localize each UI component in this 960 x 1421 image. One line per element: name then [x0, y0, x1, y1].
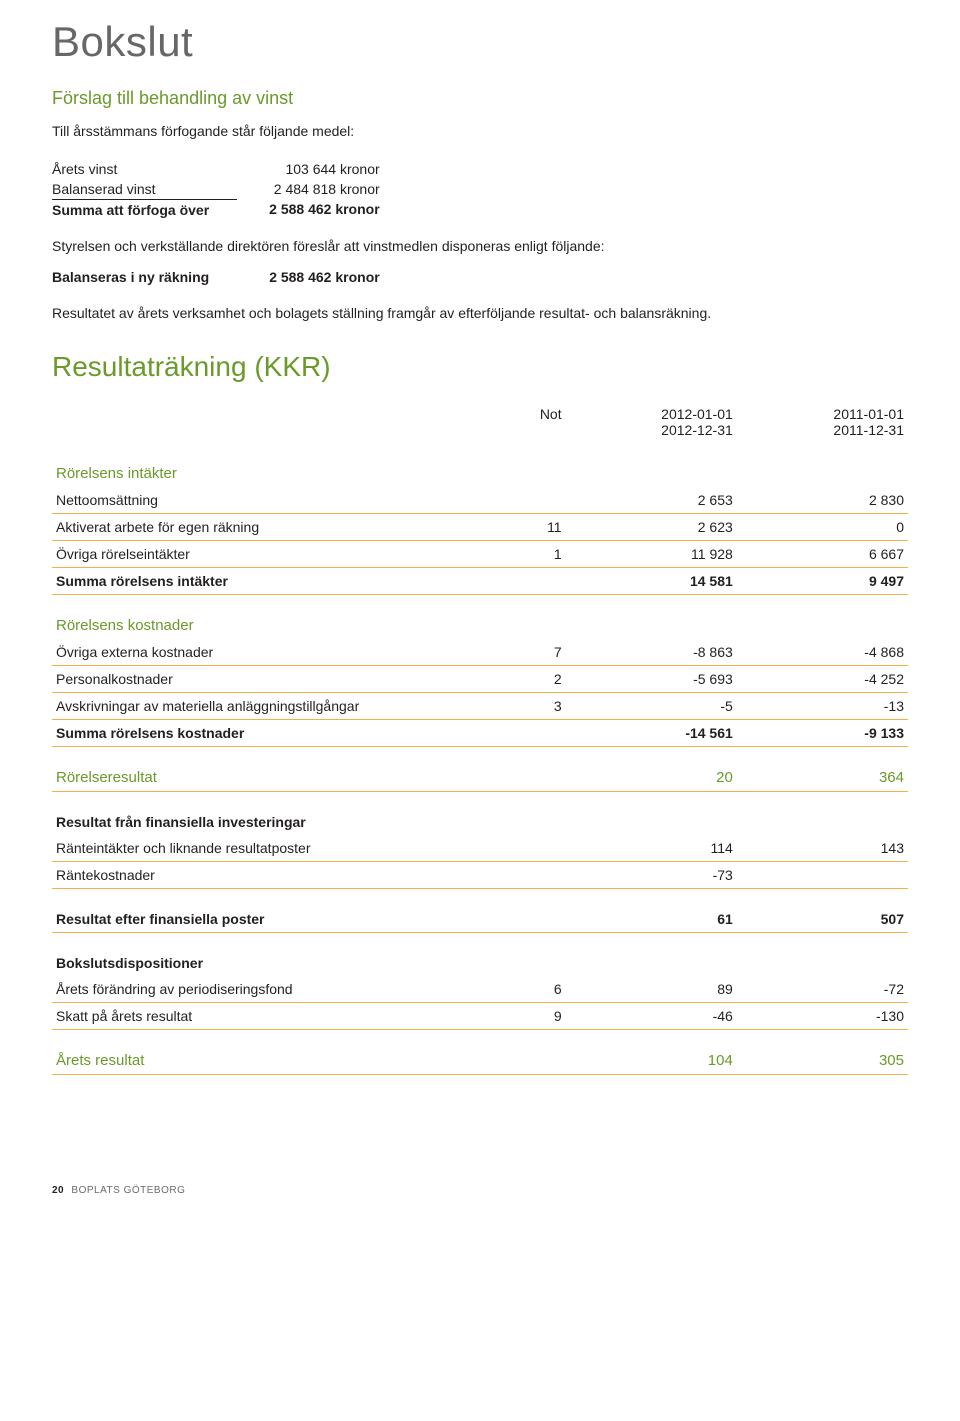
alloc-sum-label: Summa att förfoga över: [52, 199, 237, 220]
row-val-b: [737, 862, 908, 889]
row-val-a: 89: [566, 976, 737, 1003]
row-not: 9: [480, 1003, 566, 1030]
row-val-b: 6 667: [737, 541, 908, 568]
row-val-a: -73: [566, 862, 737, 889]
row-not: [480, 487, 566, 514]
col-period1-bot: 2012-12-31: [566, 422, 737, 443]
col-period2-bot: 2011-12-31: [737, 422, 908, 443]
after-fin-a: 61: [566, 889, 737, 933]
row-not: 6: [480, 976, 566, 1003]
alloc-value: 2 484 818 kronor: [237, 179, 380, 200]
operating-result-label: Rörelseresultat: [52, 747, 480, 792]
body-text-1: Styrelsen och verkställande direktören f…: [52, 236, 908, 258]
row-label: Personalkostnader: [52, 666, 480, 693]
sum-val-a: 14 581: [566, 568, 737, 595]
col-period1-top: 2012-01-01: [566, 401, 737, 422]
row-val-a: -46: [566, 1003, 737, 1030]
row-label: Övriga externa kostnader: [52, 639, 480, 666]
row-label: Aktiverat arbete för egen räkning: [52, 514, 480, 541]
row-label: Räntekostnader: [52, 862, 480, 889]
year-result-b: 305: [737, 1030, 908, 1075]
alloc-label: Balanserad vinst: [52, 179, 237, 200]
sum-label: Summa rörelsens intäkter: [52, 568, 480, 595]
row-label: Ränteintäkter och liknande resultatposte…: [52, 835, 480, 862]
row-val-a: -8 863: [566, 639, 737, 666]
row-label: Skatt på årets resultat: [52, 1003, 480, 1030]
row-val-a: 2 653: [566, 487, 737, 514]
proposal-subhead: Förslag till behandling av vinst: [52, 88, 908, 109]
row-not: 7: [480, 639, 566, 666]
page-number: 20: [52, 1185, 64, 1196]
financial-heading: Resultat från finansiella investeringar: [52, 792, 908, 836]
income-statement-table: Not 2012-01-01 2011-01-01 2012-12-31 201…: [52, 401, 908, 1075]
alloc-sum-value: 2 588 462 kronor: [237, 199, 380, 220]
row-val-b: 0: [737, 514, 908, 541]
row-val-a: -5 693: [566, 666, 737, 693]
operating-result-b: 364: [737, 747, 908, 792]
row-val-b: -4 252: [737, 666, 908, 693]
row-val-a: 2 623: [566, 514, 737, 541]
page-title: Bokslut: [52, 18, 908, 66]
row-val-b: 143: [737, 835, 908, 862]
row-val-a: -5: [566, 693, 737, 720]
row-not: 11: [480, 514, 566, 541]
row-val-a: 11 928: [566, 541, 737, 568]
balance-label: Balanseras i ny räkning: [52, 267, 237, 287]
income-heading: Rörelsens intäkter: [52, 443, 908, 487]
sum-val-b: 9 497: [737, 568, 908, 595]
col-not-header: Not: [480, 401, 566, 422]
footer-text: BOPLATS GÖTEBORG: [71, 1185, 185, 1196]
after-fin-label: Resultat efter finansiella poster: [52, 889, 480, 933]
sum-label: Summa rörelsens kostnader: [52, 720, 480, 747]
row-label: Övriga rörelseintäkter: [52, 541, 480, 568]
sum-val-a: -14 561: [566, 720, 737, 747]
year-result-label: Årets resultat: [52, 1030, 480, 1075]
after-fin-b: 507: [737, 889, 908, 933]
dispositions-heading: Bokslutsdispositioner: [52, 933, 908, 977]
alloc-label: Årets vinst: [52, 159, 237, 179]
row-label: Nettoomsättning: [52, 487, 480, 514]
operating-result-a: 20: [566, 747, 737, 792]
balance-value: 2 588 462 kronor: [237, 267, 380, 287]
body-text-2: Resultatet av årets verksamhet och bolag…: [52, 303, 908, 325]
row-not: 1: [480, 541, 566, 568]
row-label: Årets förändring av periodiseringsfond: [52, 976, 480, 1003]
income-statement-title: Resultaträkning (KKR): [52, 351, 908, 383]
alloc-value: 103 644 kronor: [237, 159, 380, 179]
balance-line: Balanseras i ny räkning 2 588 462 kronor: [52, 267, 380, 287]
row-val-b: -4 868: [737, 639, 908, 666]
page-footer: 20 BOPLATS GÖTEBORG: [52, 1185, 908, 1196]
row-val-b: -72: [737, 976, 908, 1003]
row-not: 2: [480, 666, 566, 693]
intro-text: Till årsstämmans förfogande står följand…: [52, 121, 908, 143]
allocation-table: Årets vinst 103 644 kronor Balanserad vi…: [52, 159, 380, 220]
row-val-a: 114: [566, 835, 737, 862]
row-val-b: -13: [737, 693, 908, 720]
costs-heading: Rörelsens kostnader: [52, 595, 908, 640]
row-label: Avskrivningar av materiella anläggningst…: [52, 693, 480, 720]
sum-val-b: -9 133: [737, 720, 908, 747]
year-result-a: 104: [566, 1030, 737, 1075]
row-not: 3: [480, 693, 566, 720]
col-period2-top: 2011-01-01: [737, 401, 908, 422]
row-val-b: -130: [737, 1003, 908, 1030]
row-val-b: 2 830: [737, 487, 908, 514]
